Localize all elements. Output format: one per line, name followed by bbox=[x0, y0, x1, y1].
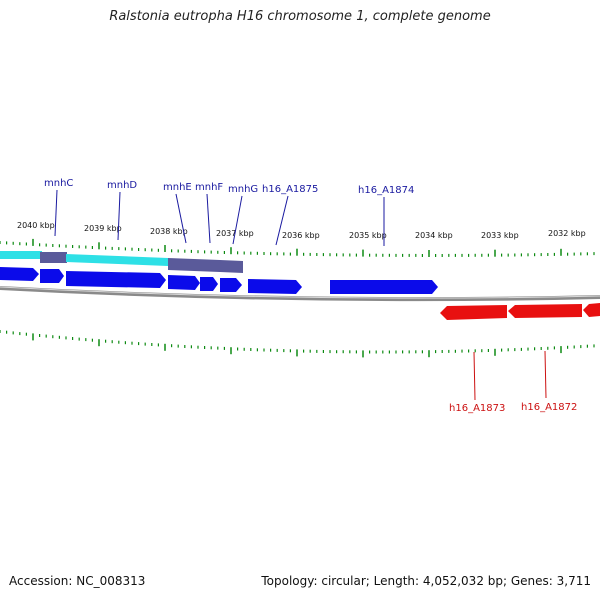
gene-arrow-reverse[interactable] bbox=[508, 304, 582, 318]
scale-label: 2034 kbp bbox=[415, 231, 453, 240]
reverse-gene-labels: h16_A1873 h16_A1872 bbox=[449, 402, 577, 414]
scale-label: 2035 kbp bbox=[349, 231, 387, 240]
gene-arrow-forward[interactable] bbox=[0, 267, 39, 281]
scale-label: 2039 kbp bbox=[84, 224, 122, 233]
leader-line bbox=[54, 189, 58, 237]
scale-ticks-top bbox=[0, 238, 595, 257]
gene-label-mnhE[interactable]: mnhE bbox=[163, 182, 192, 193]
operon-segment-cyan-1 bbox=[0, 251, 42, 259]
gene-arrow-forward[interactable] bbox=[40, 269, 64, 283]
forward-gene-labels: mnhC mnhD mnhE mnhF mnhG h16_A1875 h16_A… bbox=[44, 178, 414, 196]
gene-label-mnhF[interactable]: mnhF bbox=[195, 182, 223, 193]
chromosome-backbone-highlight bbox=[0, 286, 600, 299]
gene-label-mnhC[interactable]: mnhC bbox=[44, 178, 73, 189]
gene-arrow-forward[interactable] bbox=[66, 271, 166, 288]
chromosome-backbone bbox=[0, 286, 600, 302]
leader-line bbox=[275, 195, 289, 246]
gene-arrow-reverse[interactable] bbox=[440, 305, 507, 320]
scale-label: 2036 kbp bbox=[282, 231, 320, 240]
gene-arrow-forward[interactable] bbox=[168, 275, 200, 290]
scale-labels: 2040 kbp 2039 kbp 2038 kbp 2037 kbp 2036… bbox=[17, 221, 586, 240]
gene-label-h16-A1875[interactable]: h16_A1875 bbox=[262, 184, 318, 195]
forward-gene-track bbox=[0, 267, 438, 294]
operon-segment-slate-2 bbox=[168, 258, 220, 272]
scale-label: 2032 kbp bbox=[548, 229, 586, 238]
forward-label-leaders bbox=[54, 189, 385, 246]
leader-line bbox=[473, 351, 476, 401]
scale-label: 2040 kbp bbox=[17, 221, 55, 230]
gene-arrow-forward[interactable] bbox=[248, 279, 302, 294]
map-title: Ralstonia eutropha H16 chromosome 1, com… bbox=[109, 9, 491, 24]
leader-line bbox=[544, 350, 547, 399]
leader-line bbox=[117, 191, 121, 241]
leader-line bbox=[175, 193, 187, 244]
gene-arrow-forward[interactable] bbox=[220, 278, 242, 292]
operon-band bbox=[0, 251, 243, 273]
leader-line bbox=[206, 193, 211, 244]
gene-label-mnhD[interactable]: mnhD bbox=[107, 180, 137, 191]
operon-segment-slate-3 bbox=[220, 260, 243, 273]
gene-label-h16-A1873[interactable]: h16_A1873 bbox=[449, 403, 505, 414]
genome-summary-text: Topology: circular; Length: 4,052,032 bp… bbox=[261, 574, 591, 588]
gene-label-h16-A1872[interactable]: h16_A1872 bbox=[521, 402, 577, 413]
accession-text: Accession: NC_008313 bbox=[9, 574, 146, 588]
operon-segment-slate-1 bbox=[40, 252, 67, 263]
scale-ticks-bottom bbox=[0, 330, 595, 358]
reverse-label-leaders bbox=[473, 350, 547, 401]
scale-label: 2033 kbp bbox=[481, 231, 519, 240]
gene-arrow-forward[interactable] bbox=[330, 280, 438, 294]
operon-segment-cyan-2 bbox=[66, 254, 168, 266]
gene-label-mnhG[interactable]: mnhG bbox=[228, 184, 258, 195]
scale-label: 2038 kbp bbox=[150, 227, 188, 236]
gene-arrow-forward[interactable] bbox=[200, 277, 218, 291]
leader-line bbox=[232, 195, 243, 245]
gene-label-h16-A1874[interactable]: h16_A1874 bbox=[358, 185, 414, 196]
gene-arrow-reverse[interactable] bbox=[583, 303, 600, 317]
reverse-gene-track bbox=[440, 303, 600, 320]
